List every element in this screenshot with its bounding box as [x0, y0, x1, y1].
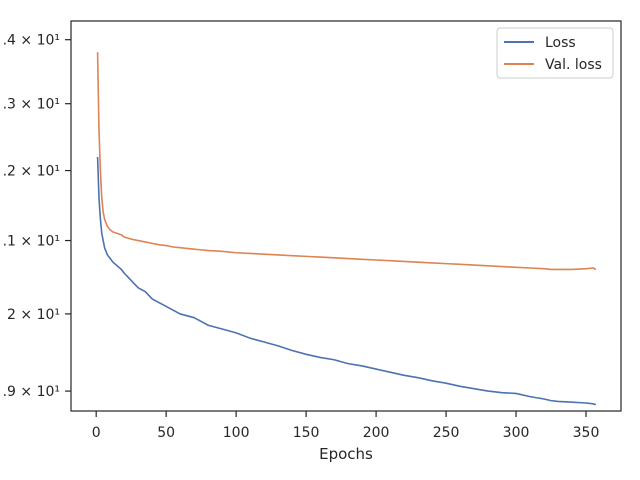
x-tick-label: 150 — [293, 425, 320, 441]
y-tick-label: .1 × 10¹ — [3, 234, 60, 250]
y-tick-label: .9 × 10¹ — [3, 384, 60, 400]
series-layer — [96, 52, 597, 406]
x-tick-label: 50 — [157, 425, 175, 441]
y-axis: .9 × 10¹ 2 × 10¹ .1 × 10¹ .2 × 10¹ .3 × 10¹.… — [3, 33, 71, 400]
x-axis-label: Epochs — [319, 445, 373, 463]
x-tick-label: 300 — [503, 425, 530, 441]
plot-frame — [70, 20, 622, 412]
legend: Loss Val. loss — [496, 27, 614, 79]
y-tick-label: 2 × 10¹ — [7, 307, 60, 323]
x-tick-label: 0 — [92, 425, 101, 441]
x-tick-label: 100 — [223, 425, 250, 441]
x-tick-label: 200 — [363, 425, 390, 441]
x-tick-label: 350 — [573, 425, 600, 441]
legend-label-val-loss: Val. loss — [545, 57, 602, 73]
legend-box — [496, 27, 614, 79]
series-line-1 — [96, 52, 597, 271]
series-line-0 — [96, 156, 597, 406]
y-tick-label: .2 × 10¹ — [3, 164, 60, 180]
legend-label-loss: Loss — [545, 35, 576, 51]
x-tick-label: 250 — [433, 425, 460, 441]
y-tick-label: .3 × 10¹ — [3, 97, 60, 113]
y-tick-label: .4 × 10¹ — [3, 33, 60, 49]
x-axis: 0 50 100 150 200 250 300 350 — [92, 411, 600, 441]
